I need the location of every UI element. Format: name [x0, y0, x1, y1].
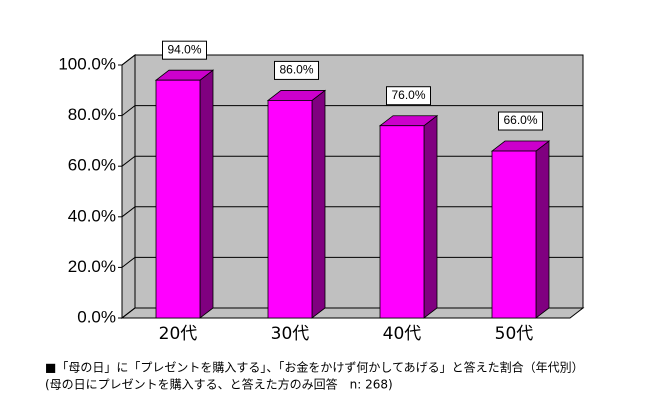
- x-tick-label: 50代: [495, 324, 534, 344]
- grid-line: [121, 54, 583, 66]
- value-label-box: [386, 86, 431, 106]
- value-label-box: [498, 111, 543, 131]
- y-tick-label: 60.0%: [68, 156, 116, 175]
- bar-side: [311, 89, 326, 319]
- x-tick-label: 30代: [271, 324, 310, 344]
- x-tick-label: 40代: [383, 324, 422, 344]
- y-tick-label: 40.0%: [68, 206, 116, 225]
- bar-side: [199, 69, 214, 319]
- bar: [155, 79, 201, 319]
- value-label-box: [162, 40, 207, 60]
- value-label: 86.0%: [279, 63, 313, 77]
- bar: [379, 125, 425, 319]
- x-tick-label: 20代: [159, 324, 198, 344]
- y-tick-label: 0.0%: [77, 307, 116, 326]
- chart-caption: ■「母の日」に「プレゼントを購入する」、「お金をかけず何かしてあげる」と答えた割…: [45, 360, 584, 375]
- value-label: 76.0%: [391, 88, 425, 102]
- value-label: 66.0%: [503, 113, 537, 127]
- bar-side: [423, 114, 438, 319]
- value-label-box: [274, 60, 319, 80]
- bar-side: [535, 140, 550, 319]
- y-tick-label: 80.0%: [68, 105, 116, 124]
- value-label: 94.0%: [167, 42, 201, 56]
- bar: [267, 100, 313, 319]
- side-wall: [121, 53, 136, 320]
- y-tick-label: 100.0%: [58, 54, 116, 73]
- grid-line: [121, 105, 583, 116]
- chart-note: (母の日にプレゼントを購入する、と答えた方のみ回答 n: 268): [45, 377, 393, 392]
- y-tick-label: 20.0%: [68, 257, 116, 276]
- bar: [491, 150, 537, 319]
